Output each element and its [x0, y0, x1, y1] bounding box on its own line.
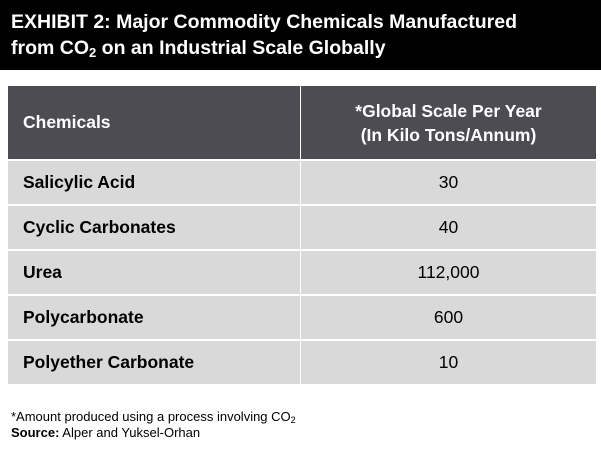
footnote: *Amount produced using a process involvi… [11, 409, 296, 441]
table-row: Polyether Carbonate 10 [8, 340, 596, 386]
chemical-cell: Urea [8, 250, 301, 296]
chemical-cell: Polycarbonate [8, 295, 301, 341]
table-row: Polycarbonate 600 [8, 295, 596, 341]
commodity-chemicals-table: Chemicals *Global Scale Per Year (In Kil… [8, 86, 596, 386]
chemical-cell: Polyether Carbonate [8, 340, 301, 386]
scale-cell: 10 [300, 340, 596, 386]
header-scale-line-2: (In Kilo Tons/Annum) [360, 124, 537, 145]
header-global-scale: *Global Scale Per Year (In Kilo Tons/Ann… [300, 86, 596, 161]
table-row: Salicylic Acid 30 [8, 160, 596, 206]
title-line-2-suffix: on an Industrial Scale Globally [96, 37, 386, 59]
chemical-cell: Cyclic Carbonates [8, 205, 301, 251]
table-row: Urea 112,000 [8, 250, 596, 296]
header-scale-line-1: *Global Scale Per Year [355, 100, 542, 121]
footnote-note-text: *Amount produced using a process involvi… [11, 409, 291, 424]
source-label: Source: [11, 425, 60, 440]
title-line-2-prefix: from CO [11, 37, 89, 59]
scale-cell: 30 [300, 160, 596, 206]
chemical-cell: Salicylic Acid [8, 160, 301, 206]
footnote-subscript: 2 [290, 415, 296, 425]
source-text: Alper and Yuksel-Orhan [59, 425, 201, 440]
footnote-source: Source: Alper and Yuksel-Orhan [11, 425, 296, 441]
title-line-1: EXHIBIT 2: Major Commodity Chemicals Man… [11, 11, 518, 33]
footnote-note: *Amount produced using a process involvi… [11, 409, 296, 425]
exhibit-title: EXHIBIT 2: Major Commodity Chemicals Man… [0, 0, 601, 70]
table-header-row: Chemicals *Global Scale Per Year (In Kil… [8, 86, 596, 161]
title-subscript: 2 [89, 45, 97, 60]
header-chemicals: Chemicals [8, 86, 301, 161]
title-line-2: from CO2 on an Industrial Scale Globally [11, 35, 591, 61]
scale-cell: 112,000 [300, 250, 596, 296]
table-row: Cyclic Carbonates 40 [8, 205, 596, 251]
scale-cell: 600 [300, 295, 596, 341]
scale-cell: 40 [300, 205, 596, 251]
